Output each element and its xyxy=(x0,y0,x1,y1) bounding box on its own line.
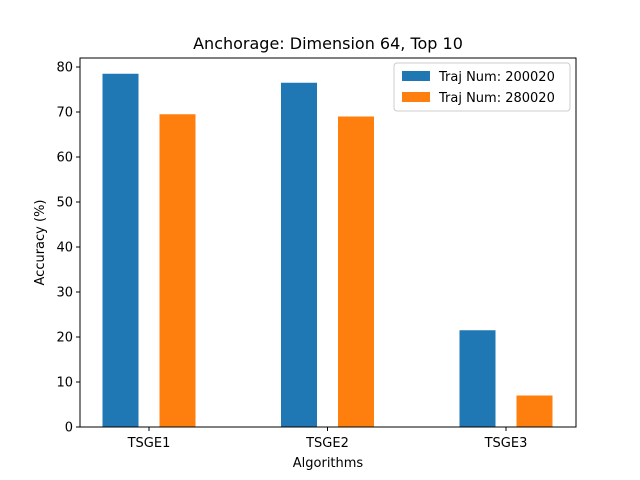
x-axis: TSGE1 TSGE2 TSGE3 xyxy=(127,427,528,451)
legend-swatch-series-2 xyxy=(402,92,430,102)
bar-tsge2-series-2 xyxy=(338,116,374,427)
legend-frame xyxy=(393,62,571,112)
bar-tsge1-series-1 xyxy=(102,73,139,427)
y-tick-label: 60 xyxy=(56,151,73,166)
y-tick-label: 50 xyxy=(56,196,73,211)
legend: Traj Num: 200020 Traj Num: 280020 xyxy=(393,62,571,112)
bars-layer xyxy=(102,73,553,427)
x-tick-label: TSGE3 xyxy=(484,436,528,451)
y-tick-label: 80 xyxy=(56,61,73,76)
y-axis-label: Accuracy (%) xyxy=(33,200,48,286)
y-tick-label: 40 xyxy=(56,241,73,256)
y-tick-label: 20 xyxy=(56,331,73,346)
legend-swatch-series-1 xyxy=(402,71,430,81)
plot-frame xyxy=(79,57,577,428)
chart-title: Anchorage: Dimension 64, Top 10 xyxy=(193,34,463,53)
legend-label-series-2: Traj Num: 280020 xyxy=(438,91,555,106)
legend-label-series-1: Traj Num: 200020 xyxy=(438,70,555,85)
bar-tsge2-series-1 xyxy=(281,82,317,427)
x-axis-label: Algorithms xyxy=(293,456,364,471)
y-tick-label: 70 xyxy=(56,106,73,121)
y-axis: 0 10 20 30 40 50 60 70 80 xyxy=(56,61,80,436)
x-tick-label: TSGE1 xyxy=(127,436,171,451)
y-tick-label: 10 xyxy=(56,376,73,391)
bar-tsge1-series-2 xyxy=(159,114,196,427)
bar-tsge3-series-1 xyxy=(459,330,496,427)
y-tick-label: 30 xyxy=(56,286,73,301)
y-tick-label: 0 xyxy=(65,421,73,436)
bar-tsge3-series-2 xyxy=(516,395,553,427)
x-tick-label: TSGE2 xyxy=(305,436,349,451)
